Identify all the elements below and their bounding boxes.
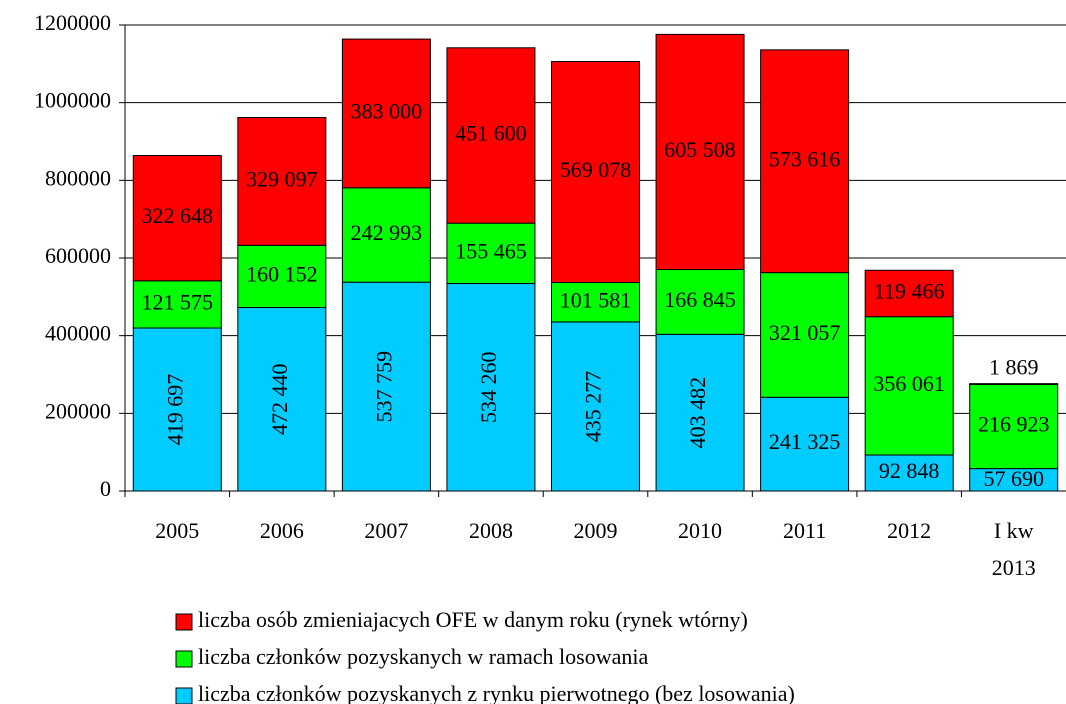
bar-segment — [446, 283, 536, 492]
bar-segment — [969, 383, 1059, 470]
bar-segment — [551, 282, 640, 323]
bar-segment — [237, 244, 327, 309]
data-label: 160 152 — [246, 261, 318, 286]
legend-label: liczba osób zmieniajacych OFE w danym ro… — [198, 607, 748, 632]
x-tick-label: 2010 — [678, 518, 722, 543]
data-label: 321 057 — [769, 320, 841, 345]
bar-segment — [132, 280, 222, 329]
bar-segment — [655, 269, 745, 335]
data-label: 435 277 — [581, 371, 606, 443]
bar-segment — [132, 155, 222, 282]
x-tick-label: 2008 — [469, 518, 513, 543]
bar-segment — [132, 327, 222, 492]
x-tick-label: 2005 — [155, 518, 199, 543]
legend-swatch — [175, 650, 193, 668]
data-label: 605 508 — [664, 137, 736, 162]
data-label: 329 097 — [246, 166, 318, 191]
bar-segment — [551, 61, 640, 284]
bar-segment — [760, 49, 850, 274]
data-label: 322 648 — [142, 203, 214, 228]
y-tick-label: 800000 — [45, 165, 111, 190]
data-label: 537 759 — [371, 351, 396, 423]
y-tick-label: 1000000 — [34, 88, 111, 113]
bar-segment — [446, 222, 536, 285]
x-tick-label: 2011 — [783, 518, 826, 543]
data-label: 241 325 — [769, 429, 841, 454]
data-label: 419 697 — [162, 374, 187, 446]
y-tick-label: 1200000 — [34, 10, 111, 35]
data-label: 1 869 — [989, 355, 1039, 380]
x-tick-label: 2012 — [887, 518, 931, 543]
bar-segment — [446, 47, 536, 224]
bar-segment — [655, 333, 745, 492]
data-label: 119 466 — [874, 279, 945, 304]
legend-label: liczba członków pozyskanych z rynku pier… — [198, 681, 795, 704]
data-label: 534 260 — [476, 352, 501, 424]
x-tick-label: 2007 — [364, 518, 408, 543]
bar-segment — [864, 316, 954, 456]
data-label: 569 078 — [560, 157, 632, 182]
data-label: 383 000 — [351, 98, 423, 123]
bar-segment — [864, 454, 954, 492]
legend-label: liczba członków pozyskanych w ramach los… — [198, 644, 648, 669]
bar-segment — [760, 396, 850, 492]
y-tick-label: 600000 — [45, 243, 111, 268]
y-tick-label: 200000 — [45, 398, 111, 423]
bar-segment — [341, 187, 431, 283]
bar-segment — [864, 269, 954, 318]
bar-segment — [341, 38, 431, 189]
bar-segment — [237, 307, 327, 492]
bar-segment — [551, 321, 640, 492]
data-label: 101 581 — [560, 287, 632, 312]
data-label: 121 575 — [142, 289, 214, 314]
data-label: 403 482 — [685, 377, 710, 449]
data-label: 92 848 — [879, 458, 940, 483]
data-label: 57 690 — [983, 466, 1044, 491]
data-label: 451 600 — [455, 121, 527, 146]
data-label: 166 845 — [664, 287, 736, 312]
x-tick-label: I kw 2013 — [992, 518, 1036, 580]
bar-segment — [341, 281, 431, 492]
bar-segment — [969, 383, 1059, 385]
data-label: 356 061 — [873, 371, 945, 396]
bar-segment — [237, 117, 327, 246]
legend-swatch — [175, 687, 193, 704]
data-label: 472 440 — [267, 364, 292, 436]
data-label: 216 923 — [978, 412, 1050, 437]
data-label: 242 993 — [351, 220, 423, 245]
y-tick-label: 400000 — [45, 321, 111, 346]
bar-segment — [760, 272, 850, 398]
y-tick-label: 0 — [100, 476, 111, 501]
data-label: 155 465 — [455, 238, 527, 263]
data-label: 573 616 — [769, 146, 841, 171]
x-tick-label: 2009 — [574, 518, 618, 543]
x-tick-label: 2006 — [260, 518, 304, 543]
bar-segment — [655, 33, 745, 271]
legend-swatch — [175, 613, 193, 631]
